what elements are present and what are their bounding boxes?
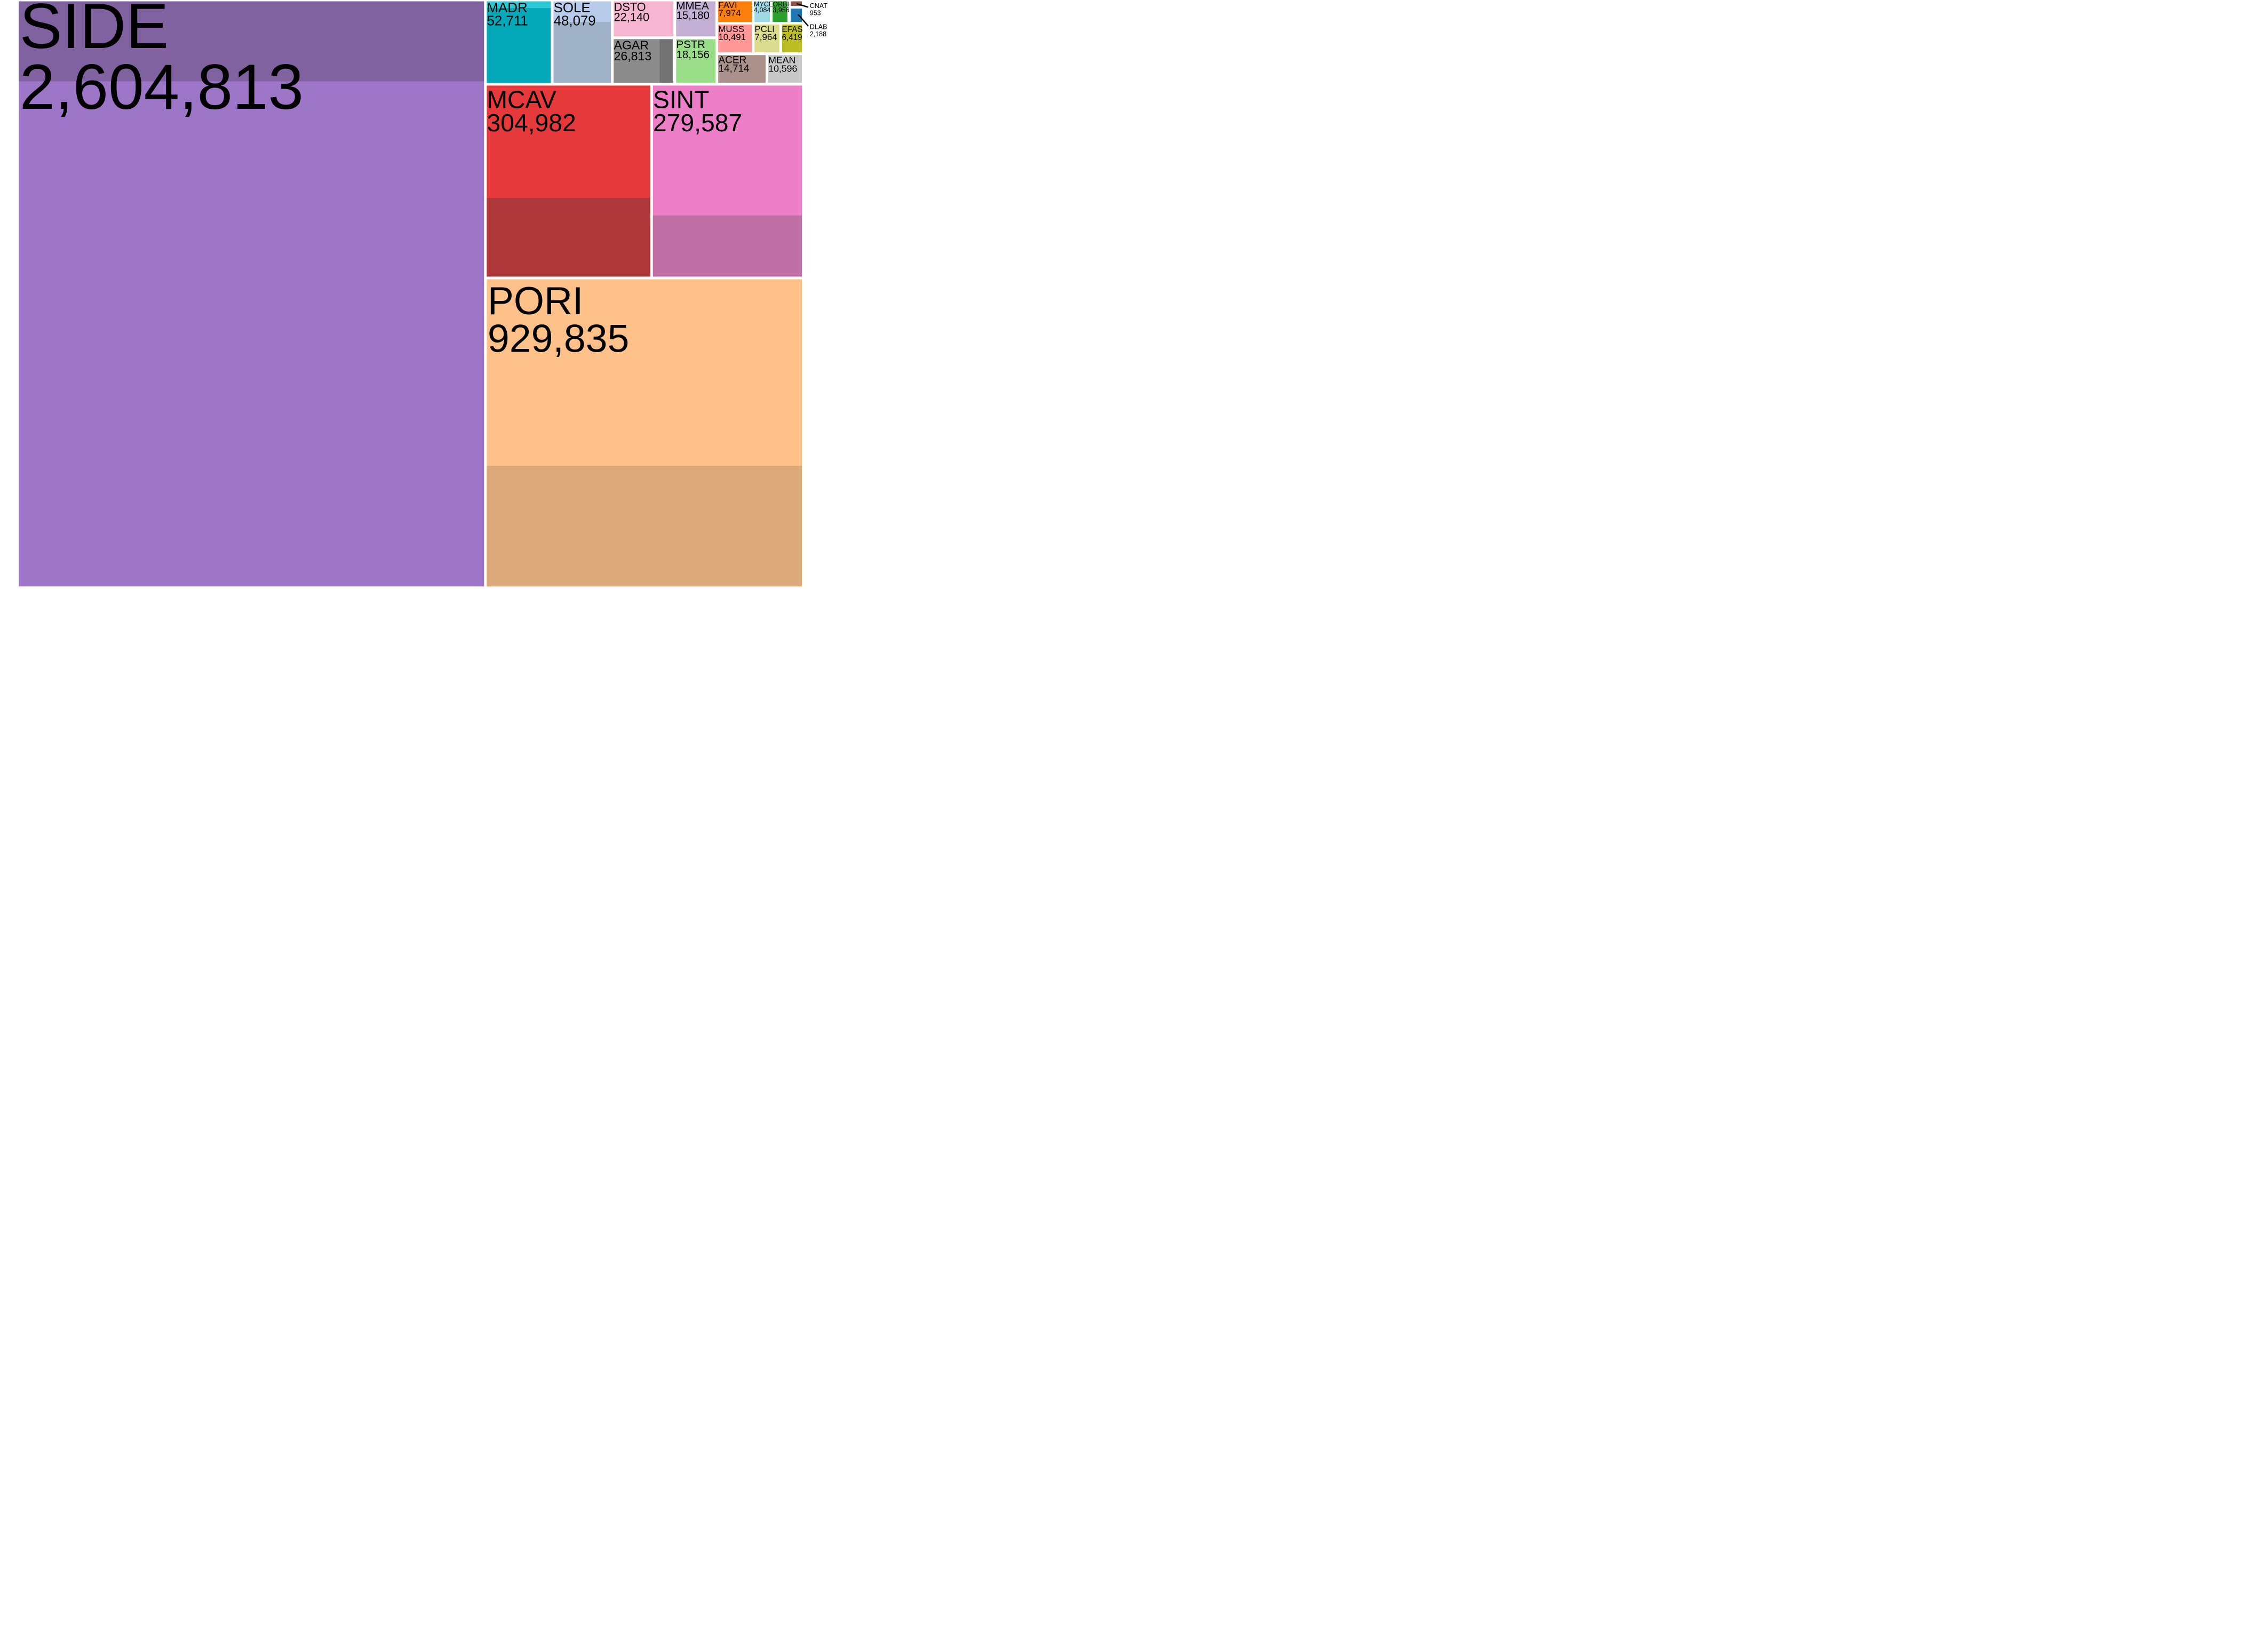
label-efas: EFAS (782, 25, 803, 34)
label-mcav: MCAV (487, 86, 556, 114)
treemap-tiles (16, 0, 805, 590)
label-mmea: MMEA (677, 1, 710, 12)
value-orbi: 3,956 (773, 6, 789, 14)
value-mcav: 304,982 (487, 109, 576, 137)
value-acer: 14,714 (718, 63, 750, 75)
tile-cnat (788, 0, 805, 9)
treemap-labels: SIDE2,604,813PORI929,835MCAV304,982SINT2… (20, 0, 828, 361)
label-pstr: PSTR (677, 39, 705, 51)
value-myce: 4,084 (754, 6, 770, 14)
tile-side-inner (19, 1, 484, 82)
tile-dlab (788, 6, 805, 25)
label-pori: PORI (488, 279, 584, 323)
value-agar: 26,813 (614, 49, 652, 63)
leader-cnat (796, 3, 809, 8)
leader-dlab (798, 14, 809, 27)
value-pori: 929,835 (488, 317, 629, 361)
tile-pori-inner (487, 465, 802, 587)
tile-dsto (611, 0, 677, 39)
label-agar: AGAR (614, 38, 649, 52)
value-sint: 279,587 (653, 109, 742, 137)
label-madr: MADR (487, 1, 528, 15)
tile-mean (766, 52, 805, 86)
label-pcli: PCLI (754, 24, 774, 34)
value-sole: 48,079 (554, 14, 596, 29)
value-favi: 7,974 (718, 8, 741, 18)
tile-muss (715, 22, 755, 55)
tile-sole-inner (553, 1, 611, 22)
tile-sint-inner (652, 215, 802, 277)
value-efas: 6,419 (782, 33, 802, 42)
label-favi: FAVI (718, 0, 737, 10)
label-myce: MYCE (754, 1, 773, 8)
value-pcli: 7,964 (754, 32, 777, 42)
value-side: 2,604,813 (20, 52, 304, 123)
label-dlab: DLAB (810, 23, 827, 30)
value-mmea: 15,180 (677, 10, 710, 21)
label-side: SIDE (20, 0, 169, 62)
label-sole: SOLE (554, 1, 591, 15)
value-muss: 10,491 (718, 32, 746, 42)
value-madr: 52,711 (487, 14, 528, 29)
value-dsto: 22,140 (614, 10, 650, 23)
tile-mmea (673, 0, 719, 39)
tile-agar-inner (614, 39, 660, 83)
value-mean: 10,596 (768, 63, 797, 74)
tile-madr-inner (487, 1, 551, 9)
label-cnat: CNAT (810, 2, 827, 10)
value-cnat: 953 (810, 10, 821, 17)
label-muss: MUSS (718, 24, 744, 34)
tile-side (16, 0, 487, 590)
value-pstr: 18,156 (677, 49, 710, 61)
label-sint: SINT (653, 86, 709, 114)
label-orbi: ORBI (773, 1, 789, 8)
tile-mcav-inner (487, 198, 650, 277)
label-mean: MEAN (768, 54, 795, 65)
leader-lines (796, 3, 809, 27)
label-dsto: DSTO (614, 0, 646, 13)
label-acer: ACER (718, 54, 746, 66)
value-dlab: 2,188 (810, 30, 826, 38)
